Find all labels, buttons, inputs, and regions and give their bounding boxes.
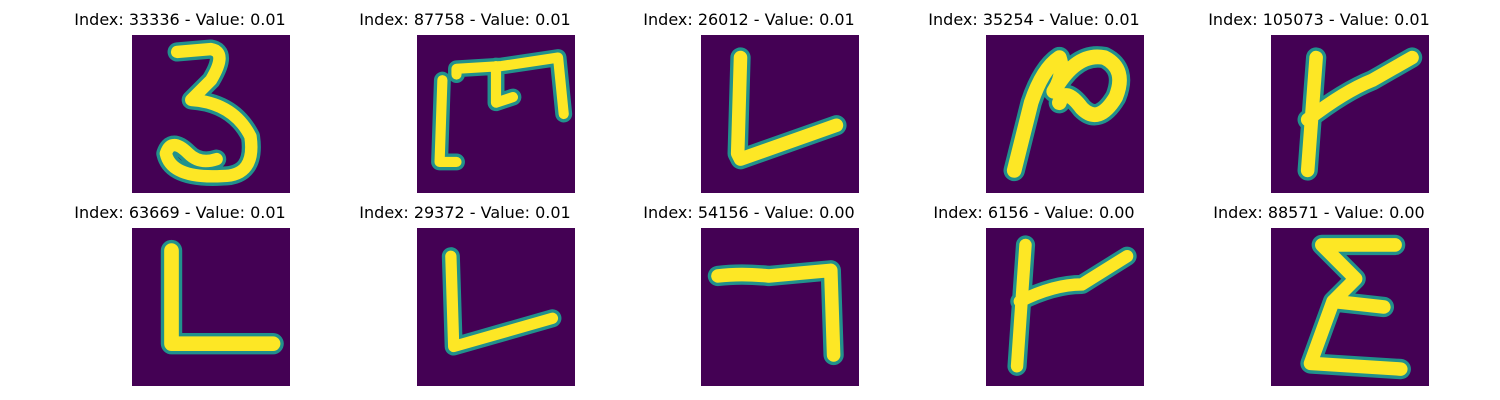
panel: Index: 87758 - Value: 0.01: [315, 0, 615, 193]
n-loop-image: [986, 35, 1144, 193]
panel: Index: 29372 - Value: 0.01: [315, 193, 615, 386]
glyph-stroke: [1300, 50, 1419, 178]
glyph-stroke: [1006, 49, 1127, 178]
panel: Index: 105073 - Value: 0.01: [1169, 0, 1469, 193]
panel-title: Index: 35254 - Value: 0.01: [928, 10, 1140, 29]
image-background: [701, 35, 859, 193]
k-like-image: [986, 228, 1144, 386]
panel-title: Index: 54156 - Value: 0.00: [643, 203, 855, 222]
glyph-stroke: [445, 250, 559, 353]
panel: Index: 26012 - Value: 0.01: [599, 0, 899, 193]
m-like-image: [417, 35, 575, 193]
l-shape-image: [132, 228, 290, 386]
panel-title: Index: 33336 - Value: 0.01: [74, 10, 286, 29]
digit-image: [132, 35, 290, 193]
glyph-stroke: [159, 42, 258, 183]
panel: Index: 88571 - Value: 0.00: [1169, 193, 1469, 386]
seven-image: [701, 228, 859, 386]
panel-title: Index: 88571 - Value: 0.00: [1213, 203, 1425, 222]
image-background: [132, 228, 290, 386]
panel: Index: 63669 - Value: 0.01: [30, 193, 330, 386]
panel-title: Index: 26012 - Value: 0.01: [643, 10, 855, 29]
panel: Index: 54156 - Value: 0.00: [599, 193, 899, 386]
l-shape-image: [701, 35, 859, 193]
panel-title: Index: 87758 - Value: 0.01: [359, 10, 571, 29]
glyph-stroke: [164, 243, 281, 352]
panel-title: Index: 29372 - Value: 0.01: [359, 203, 571, 222]
l-shape-image: [417, 228, 575, 386]
panel-title: Index: 105073 - Value: 0.01: [1208, 10, 1430, 29]
panel-title: Index: 6156 - Value: 0.00: [933, 203, 1135, 222]
e-like-image: [1271, 228, 1429, 386]
panel-title: Index: 63669 - Value: 0.01: [74, 203, 286, 222]
k-like-image: [1271, 35, 1429, 193]
glyph-stroke: [730, 50, 844, 166]
image-background: [417, 228, 575, 386]
glyph-stroke: [711, 263, 841, 362]
glyph-stroke: [1010, 238, 1134, 373]
glyph-stroke: [434, 52, 569, 168]
panel: Index: 35254 - Value: 0.01: [884, 0, 1184, 193]
glyph-stroke: [1303, 238, 1408, 376]
panel: Index: 33336 - Value: 0.01: [30, 0, 330, 193]
panel: Index: 6156 - Value: 0.00: [884, 193, 1184, 386]
